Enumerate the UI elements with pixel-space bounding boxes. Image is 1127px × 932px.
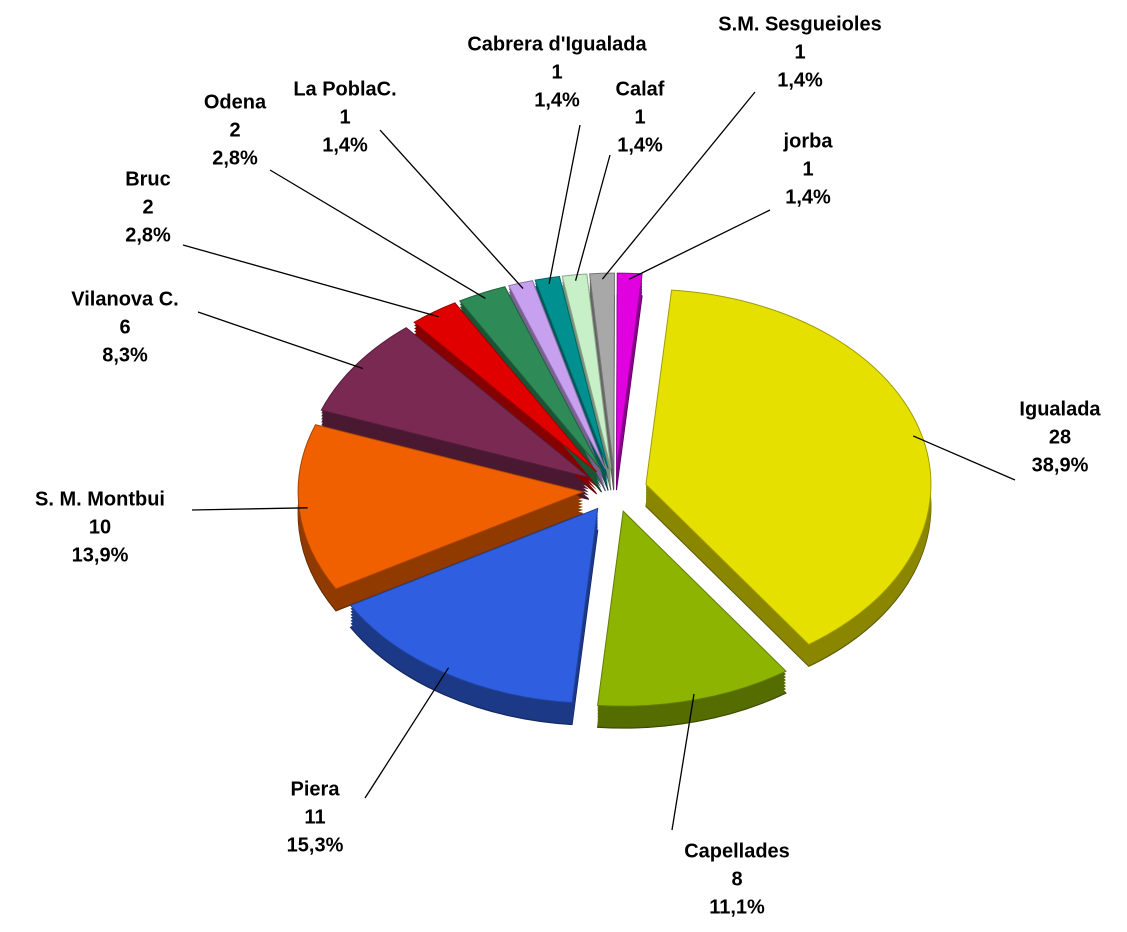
slice	[534, 275, 609, 469]
category-label: Igualada	[1019, 398, 1101, 420]
value-label: 11	[304, 806, 325, 828]
leader-line	[629, 209, 771, 280]
value-label: 10	[89, 516, 111, 538]
leader-line	[601, 91, 756, 280]
category-label: jorba	[783, 130, 834, 152]
slice	[615, 272, 643, 469]
slice-side	[562, 279, 611, 475]
leader-line	[574, 154, 611, 281]
slice-side	[535, 282, 609, 475]
leader-line	[671, 693, 695, 831]
value-label: 1	[339, 106, 350, 128]
leader-line	[182, 244, 439, 318]
percent-label: 13,9%	[72, 544, 129, 566]
percent-label: 11,1%	[709, 896, 765, 918]
leader-line	[197, 311, 364, 370]
percent-label: 1,4%	[785, 186, 831, 208]
slice	[349, 507, 599, 704]
percent-label: 8,3%	[102, 344, 148, 366]
percent-label: 2,8%	[212, 147, 258, 169]
value-label: 1	[802, 158, 813, 180]
slice-side	[562, 282, 611, 478]
slice	[413, 302, 598, 473]
category-label: S. M. Montbui	[35, 488, 165, 510]
category-label: La PoblaC.	[293, 78, 396, 100]
percent-label: 1,4%	[322, 134, 368, 156]
leader-line	[364, 667, 450, 799]
category-label: S.M. Sesgueioles	[718, 13, 881, 35]
category-label: Odena	[204, 91, 267, 113]
slice	[320, 327, 590, 478]
percent-label: 15,3%	[287, 834, 344, 856]
percent-label: 2,8%	[125, 224, 171, 246]
leader-line	[269, 169, 486, 300]
slice	[645, 289, 932, 646]
slice	[507, 280, 606, 470]
value-label: 2	[229, 119, 240, 141]
value-label: 1	[794, 41, 805, 63]
value-label: 1	[551, 61, 562, 83]
percent-label: 1,4%	[617, 134, 663, 156]
leader-line	[548, 124, 581, 284]
slice	[458, 286, 602, 471]
category-label: Calaf	[616, 78, 665, 100]
percent-label: 1,4%	[534, 89, 580, 111]
value-label: 8	[731, 868, 742, 890]
leader-line	[191, 507, 308, 511]
slice	[561, 273, 612, 469]
value-label: 2	[142, 196, 153, 218]
percent-label: 1,4%	[777, 69, 823, 91]
category-label: Piera	[291, 778, 341, 800]
category-label: Cabrera d'Igualada	[467, 33, 647, 55]
slice	[589, 272, 615, 469]
slice	[597, 510, 787, 707]
leader-line	[379, 129, 524, 289]
category-label: Bruc	[125, 168, 171, 190]
category-label: Capellades	[684, 840, 790, 862]
value-label: 1	[634, 106, 645, 128]
leader-line	[912, 435, 1016, 481]
value-label: 6	[119, 316, 130, 338]
category-label: Vilanova C.	[71, 288, 178, 310]
percent-label: 38,9%	[1032, 454, 1089, 476]
value-label: 28	[1049, 426, 1071, 448]
